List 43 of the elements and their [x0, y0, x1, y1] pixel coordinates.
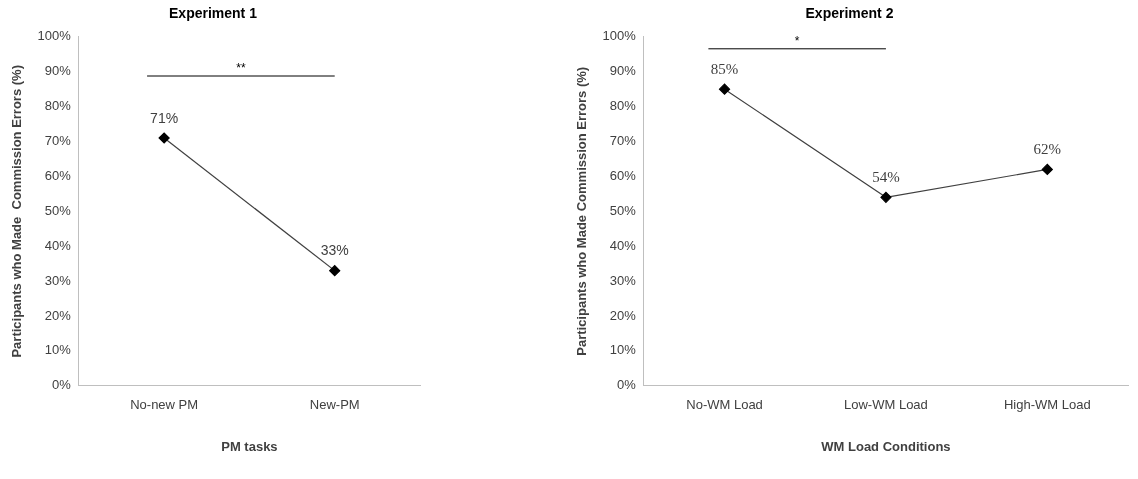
data-label: 85% [710, 60, 739, 77]
y-tick-label: 70% [609, 133, 637, 149]
y-tick-label: 60% [609, 167, 637, 183]
point [1041, 163, 1053, 176]
y-axis-title: Participants who Made Commission Errors (%) [574, 66, 590, 356]
y-tick-label: 10% [609, 342, 637, 358]
y-tick-label: 20% [44, 307, 72, 323]
y-tick-label: 70% [44, 133, 72, 149]
chart-title: Experiment 2 [805, 5, 894, 22]
y-axis-title: Participants who Made Commission Errors (%) [9, 65, 25, 358]
y-tick-label: 100% [37, 28, 72, 44]
y-tick-label: 20% [609, 307, 637, 323]
y-tick-label: 100% [602, 28, 637, 44]
y-tick-label: 90% [609, 63, 637, 79]
annotation: ** [236, 61, 246, 76]
y-tick-label: 30% [44, 272, 72, 288]
y-tick-label: 0% [52, 377, 72, 393]
annotation: * [794, 34, 800, 49]
point [718, 83, 731, 95]
y-tick-label: 80% [44, 98, 72, 114]
data-label: 33% [320, 242, 349, 259]
y-tick-label: 10% [44, 342, 72, 358]
data-label: 62% [1033, 140, 1062, 157]
data-label: 71% [150, 109, 179, 126]
y-tick-label: 30% [609, 272, 637, 288]
x-tick-label: No-WM Load [686, 397, 763, 413]
y-tick-label: 90% [44, 63, 72, 79]
y-tick-label: 50% [44, 202, 72, 218]
y-tick-label: 50% [609, 202, 637, 218]
x-tick-label: Low-WM Load [844, 397, 928, 413]
x-axis-title: WM Load Conditions [821, 438, 951, 454]
chart-title: Experiment 1 [169, 5, 258, 22]
y-tick-label: 40% [44, 237, 72, 253]
data-label: 54% [872, 168, 900, 185]
y-tick-label: 40% [609, 237, 637, 253]
x-tick-label: High-WM Load [1003, 397, 1091, 413]
y-tick-label: 60% [44, 167, 72, 183]
point [880, 191, 892, 203]
x-tick-label: No-new PM [130, 397, 199, 413]
y-tick-label: 80% [609, 98, 637, 114]
x-tick-label: New-PM [309, 397, 360, 413]
y-tick-label: 0% [617, 377, 637, 393]
x-axis-title: PM tasks [221, 438, 278, 454]
